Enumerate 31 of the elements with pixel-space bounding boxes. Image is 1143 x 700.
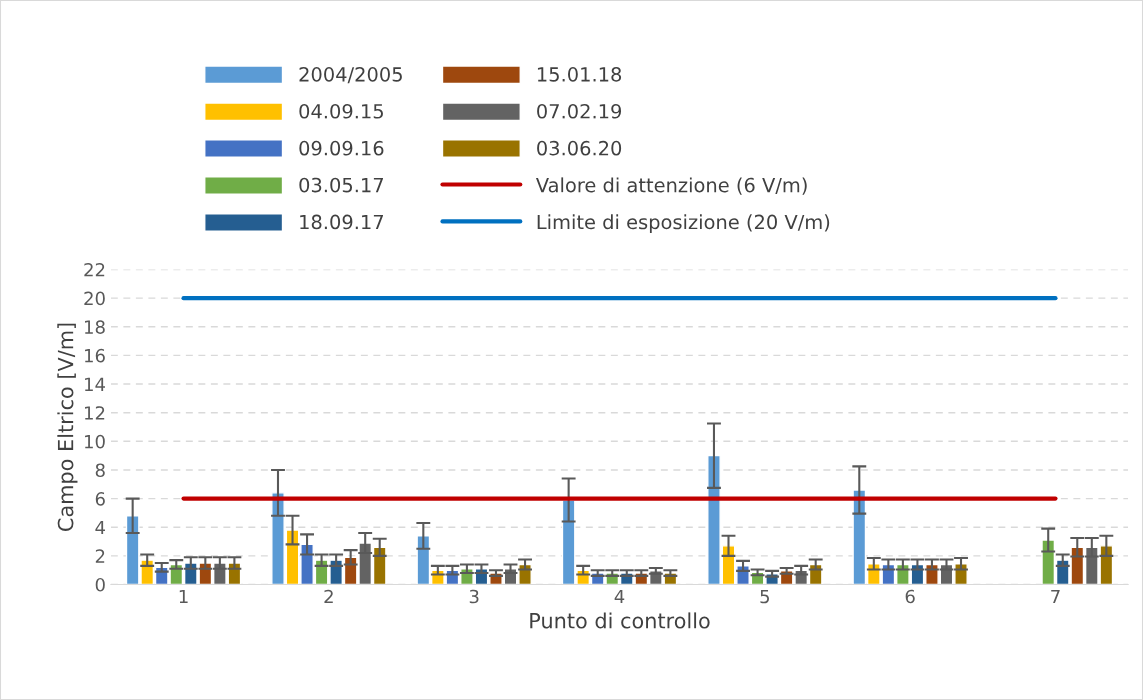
- x-tick-label: 1: [179, 589, 188, 604]
- y-tick-label: 18: [85, 320, 105, 334]
- x-tick-label: 2: [324, 589, 333, 604]
- legend-label: 09.09.16: [299, 140, 384, 156]
- x-tick-label: 6: [905, 589, 915, 604]
- y-tick-label: 20: [84, 291, 105, 306]
- legend-label: Valore di attenzione (6 V/m): [535, 177, 807, 195]
- y-tick-label: 12: [85, 406, 105, 420]
- y-tick-label: 4: [95, 520, 105, 535]
- y-tick-label: 6: [95, 492, 105, 506]
- legend-label: 2004/2005: [299, 67, 402, 84]
- x-tick-label: 4: [614, 589, 625, 604]
- x-tick-label: 3: [469, 589, 479, 604]
- legend-label: Limite di esposizione (20 V/m): [537, 214, 830, 234]
- legend-label: 03.06.20: [537, 140, 622, 156]
- x-tick-label: 7: [1051, 589, 1060, 604]
- y-tick-label: 16: [85, 348, 105, 363]
- y-tick-label: 10: [85, 434, 105, 449]
- legend-label: 07.02.19: [537, 103, 622, 119]
- legend-label: 03.05.17: [299, 177, 383, 193]
- y-tick-label: 2: [95, 549, 105, 563]
- y-tick-label: 22: [84, 262, 105, 277]
- y-tick-label: 8: [95, 463, 105, 478]
- y-axis-title: Campo Eltrico [V/m]: [57, 323, 78, 531]
- x-axis-title: Punto di controllo: [530, 612, 710, 629]
- legend-label: 18.09.17: [300, 214, 383, 230]
- x-tick-label: 5: [760, 589, 769, 604]
- legend-label: 04.09.15: [299, 103, 383, 119]
- y-tick-label: 14: [85, 377, 105, 391]
- legend-label: 15.01.18: [537, 67, 622, 82]
- y-tick-label: 0: [95, 577, 105, 592]
